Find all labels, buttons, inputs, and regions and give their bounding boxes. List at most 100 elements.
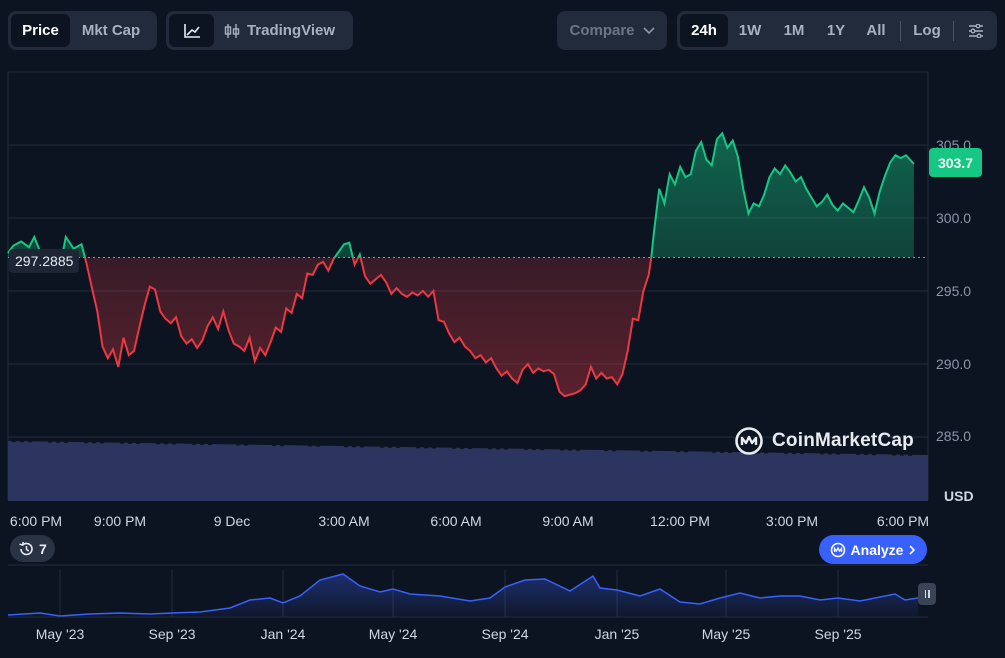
range-1m[interactable]: 1M	[783, 22, 805, 39]
volume-bar	[268, 444, 272, 501]
volume-bar	[680, 451, 684, 501]
volume-bar	[92, 443, 96, 501]
analyze-button[interactable]: Analyze	[819, 535, 927, 564]
volume-bar	[176, 443, 180, 501]
volume-bar	[288, 445, 292, 501]
compare-dropdown[interactable]: Compare	[557, 11, 667, 50]
tradingview-button[interactable]: TradingView	[214, 14, 344, 47]
volume-bar	[416, 448, 420, 501]
volume-bar	[276, 445, 280, 501]
volume-bar	[32, 441, 36, 501]
navigator-tick: Sep '24	[481, 626, 529, 642]
range-24h[interactable]: 24h	[680, 14, 728, 47]
price-tab[interactable]: Price	[11, 14, 70, 47]
x-tick: 3:00 PM	[765, 513, 819, 529]
volume-bar	[320, 445, 324, 501]
volume-bar	[248, 444, 252, 501]
range-1y[interactable]: 1Y	[826, 22, 846, 39]
volume-bar	[812, 453, 816, 501]
volume-bar	[396, 447, 400, 501]
line-chart-icon	[183, 23, 201, 39]
currency-label: USD	[944, 488, 974, 504]
volume-bar	[548, 449, 552, 501]
volume-bar	[212, 444, 216, 501]
navigator-drag-handle[interactable]	[918, 583, 936, 605]
line-chart-button[interactable]	[169, 14, 214, 47]
volume-bar	[528, 448, 532, 501]
volume-bar	[8, 441, 12, 501]
volume-bar	[324, 445, 328, 501]
volume-bar	[864, 455, 868, 501]
volume-bar	[480, 448, 484, 501]
volume-bar	[608, 450, 612, 501]
mkt-cap-tab[interactable]: Mkt Cap	[81, 22, 141, 39]
log-toggle[interactable]: Log	[913, 22, 941, 39]
range-all[interactable]: All	[866, 22, 886, 39]
volume-bar	[404, 447, 408, 501]
volume-bar	[252, 444, 256, 501]
volume-bar	[848, 453, 852, 501]
coinmarketcap-watermark: CoinMarketCap	[734, 426, 914, 456]
volume-bar	[48, 442, 52, 501]
volume-bar	[312, 445, 316, 501]
time-range-toggle: 24h 1W 1M 1Y All Log	[677, 11, 997, 50]
history-button[interactable]: 7	[10, 535, 55, 562]
volume-bar	[408, 447, 412, 501]
volume-bar	[128, 443, 132, 501]
volume-bar	[332, 445, 336, 501]
volume-bar	[68, 441, 72, 501]
volume-bar	[872, 455, 876, 501]
volume-bar	[116, 442, 120, 501]
volume-bar	[604, 451, 608, 501]
toolbar-divider	[953, 20, 954, 41]
volume-bar	[824, 453, 828, 501]
volume-bar	[840, 453, 844, 501]
navigator-tick: Sep '25	[814, 626, 862, 642]
volume-bar	[600, 450, 604, 501]
volume-bar	[772, 452, 776, 501]
y-tick: 295.0	[936, 283, 972, 299]
navigator-tick: Jan '25	[594, 626, 640, 642]
volume-bar	[152, 443, 156, 501]
volume-bar	[732, 452, 736, 501]
volume-bar	[720, 452, 724, 501]
volume-bar	[916, 454, 920, 501]
volume-bar	[400, 446, 404, 501]
volume-bar	[540, 450, 544, 501]
volume-bar	[820, 454, 824, 501]
volume-bar	[340, 446, 344, 501]
volume-bar	[656, 450, 660, 501]
volume-bar	[788, 452, 792, 501]
volume-bar	[464, 447, 468, 501]
metric-toggle: Price Mkt Cap	[8, 11, 157, 50]
volume-bar	[64, 442, 68, 501]
navigator-tick: May '24	[368, 626, 418, 642]
volume-bar	[124, 442, 128, 501]
y-tick: 285.0	[936, 428, 972, 444]
volume-bar	[828, 454, 832, 501]
volume-bar	[800, 454, 804, 501]
navigator-tick: May '25	[701, 626, 751, 642]
volume-bar	[592, 449, 596, 501]
volume-bar	[644, 450, 648, 501]
volume-bar	[44, 441, 48, 501]
volume-bar	[808, 453, 812, 501]
volume-bar	[100, 443, 104, 501]
volume-bar	[636, 450, 640, 501]
volume-bar	[236, 445, 240, 501]
volume-bar	[196, 443, 200, 501]
volume-bar	[688, 451, 692, 501]
volume-bar	[168, 443, 172, 501]
volume-bar	[148, 443, 152, 501]
volume-bar	[696, 451, 700, 501]
range-1w[interactable]: 1W	[738, 22, 762, 39]
volume-bar	[496, 449, 500, 501]
volume-bar	[272, 446, 276, 501]
settings-button[interactable]	[958, 14, 994, 47]
volume-bar	[892, 455, 896, 501]
volume-bar	[144, 443, 148, 501]
volume-bar	[256, 444, 260, 501]
volume-bar	[856, 454, 860, 501]
volume-bar	[628, 450, 632, 501]
